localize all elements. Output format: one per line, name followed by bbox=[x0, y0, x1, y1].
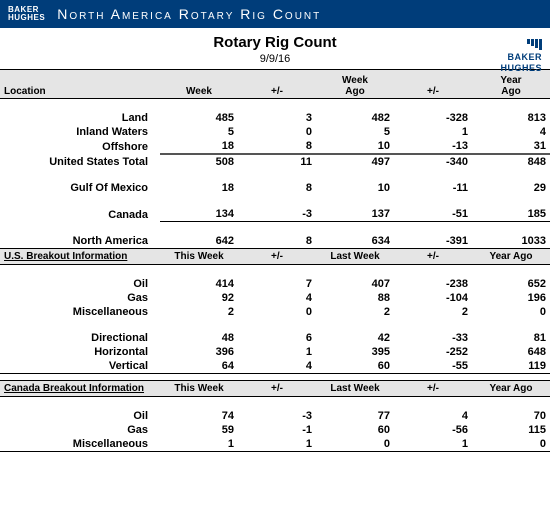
row-ca-oil: Oil 74 -3 77 4 70 bbox=[0, 409, 550, 423]
us-breakout-title: U.S. Breakout Information bbox=[0, 249, 160, 265]
hdr-d2: +/- bbox=[394, 70, 472, 99]
row-us-oil: Oil 414 7 407 -238 652 bbox=[0, 277, 550, 291]
banner-title: North America Rotary Rig Count bbox=[57, 6, 321, 22]
row-canada: Canada 134 -3 137 -51 185 bbox=[0, 207, 550, 222]
row-us-horz: Horizontal 396 1 395 -252 648 bbox=[0, 345, 550, 359]
row-us-dir: Directional 48 6 42 -33 81 bbox=[0, 331, 550, 345]
banner: BAKER HUGHES North America Rotary Rig Co… bbox=[0, 0, 550, 28]
row-offshore: Offshore 18 8 10 -13 31 bbox=[0, 139, 550, 154]
header-logo-bottom: HUGHES bbox=[500, 63, 542, 73]
row-us-total: United States Total 508 11 497 -340 848 bbox=[0, 154, 550, 169]
us-breakout-header: U.S. Breakout Information This Week +/- … bbox=[0, 249, 550, 265]
ca-breakout-header: Canada Breakout Information This Week +/… bbox=[0, 381, 550, 397]
rig-count-table: Location Week +/- WeekAgo +/- YearAgo La… bbox=[0, 69, 550, 452]
row-north-america: North America 642 8 634 -391 1033 bbox=[0, 234, 550, 249]
row-inland: Inland Waters 5 0 5 1 4 bbox=[0, 125, 550, 139]
banner-logo-bottom: HUGHES bbox=[8, 14, 45, 22]
ca-breakout-title: Canada Breakout Information bbox=[0, 381, 160, 397]
hdr-week-ago: WeekAgo bbox=[316, 70, 394, 99]
row-us-vert: Vertical 64 4 60 -55 119 bbox=[0, 359, 550, 374]
hdr-week: Week bbox=[160, 70, 238, 99]
banner-logo: BAKER HUGHES bbox=[8, 6, 45, 22]
report-title: Rotary Rig Count bbox=[8, 34, 542, 51]
header-logo: BAKER HUGHES bbox=[500, 36, 542, 74]
report-header: Rotary Rig Count 9/9/16 BAKER HUGHES bbox=[0, 28, 550, 69]
row-land: Land 485 3 482 -328 813 bbox=[0, 111, 550, 125]
row-us-misc: Miscellaneous 2 0 2 2 0 bbox=[0, 305, 550, 319]
row-ca-gas: Gas 59 -1 60 -56 115 bbox=[0, 423, 550, 437]
hdr-d1: +/- bbox=[238, 70, 316, 99]
main-header-row: Location Week +/- WeekAgo +/- YearAgo bbox=[0, 70, 550, 99]
row-ca-misc: Miscellaneous 1 1 0 1 0 bbox=[0, 437, 550, 452]
report-date: 9/9/16 bbox=[8, 53, 542, 65]
header-logo-top: BAKER bbox=[507, 52, 542, 62]
row-gulf: Gulf Of Mexico 18 8 10 -11 29 bbox=[0, 181, 550, 195]
hdr-location: Location bbox=[0, 70, 160, 99]
row-us-gas: Gas 92 4 88 -104 196 bbox=[0, 291, 550, 305]
